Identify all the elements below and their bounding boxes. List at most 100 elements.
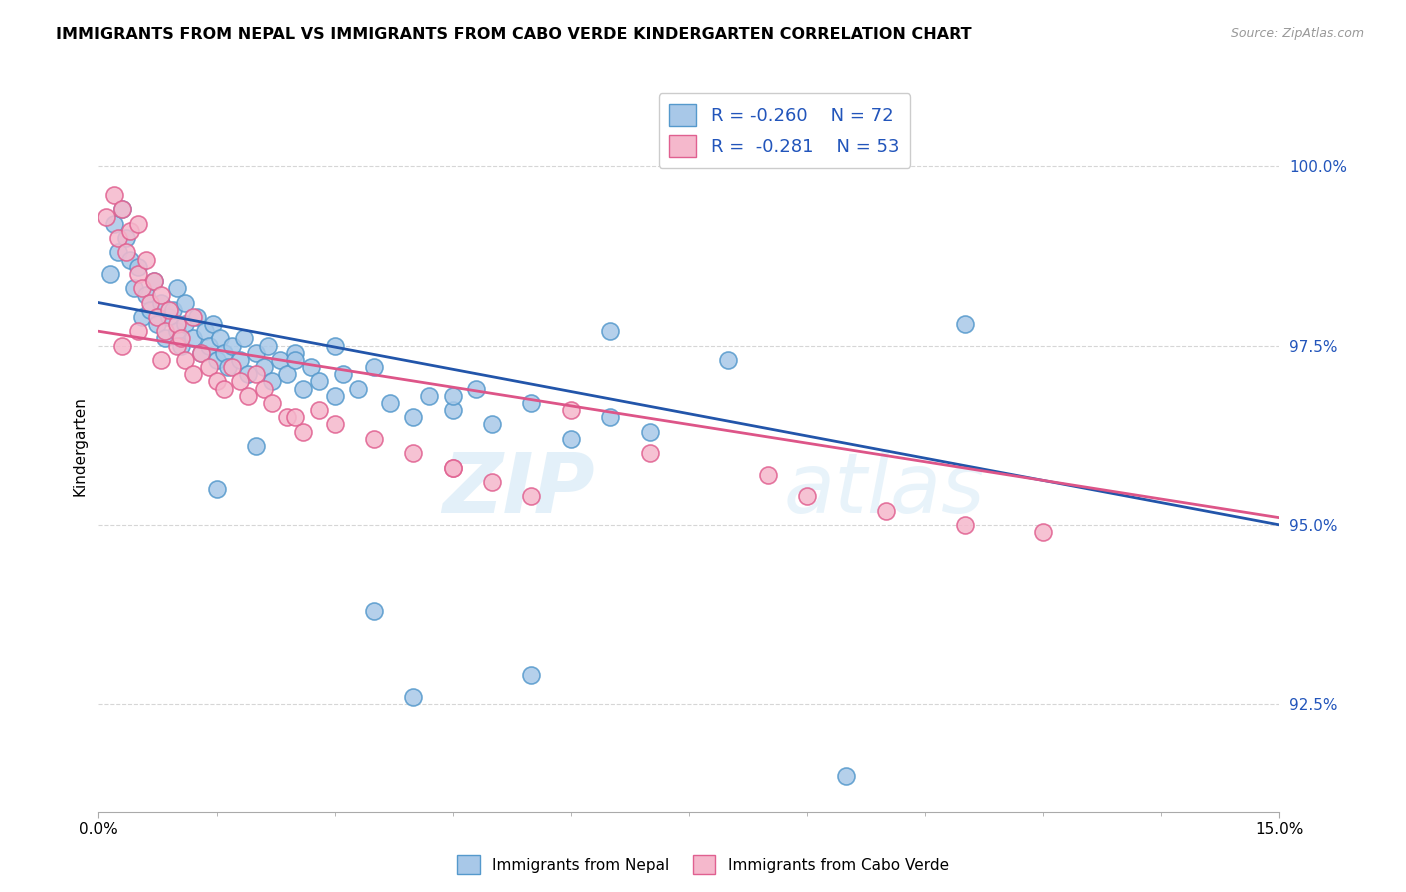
Point [229, 375, 252, 389]
Point [214, 345, 236, 359]
Point [323, 338, 346, 352]
Point [131, 310, 153, 324]
Point [190, 345, 212, 359]
Point [276, 410, 298, 425]
Point [323, 389, 346, 403]
Point [166, 281, 188, 295]
Point [96, 210, 118, 224]
Point [170, 338, 193, 352]
Point [221, 338, 243, 352]
Point [221, 360, 243, 375]
Point [146, 317, 169, 331]
Point [284, 410, 307, 425]
Point [308, 403, 330, 417]
Point [135, 288, 157, 302]
Point [170, 331, 193, 345]
Point [174, 317, 197, 331]
Point [181, 310, 204, 324]
Point [520, 668, 543, 682]
Point [103, 217, 125, 231]
Point [276, 368, 298, 382]
Point [260, 375, 283, 389]
Point [150, 353, 173, 368]
Point [402, 446, 425, 460]
Point [146, 310, 169, 324]
Point [299, 360, 322, 375]
Point [481, 417, 503, 432]
Text: ZIP: ZIP [441, 450, 595, 531]
Point [142, 274, 165, 288]
Legend: Immigrants from Nepal, Immigrants from Cabo Verde: Immigrants from Nepal, Immigrants from C… [451, 849, 955, 880]
Point [209, 331, 232, 345]
Point [138, 295, 160, 310]
Point [150, 288, 173, 302]
Point [155, 324, 177, 338]
Legend: R = -0.260    N = 72, R =  -0.281    N = 53: R = -0.260 N = 72, R = -0.281 N = 53 [658, 93, 910, 168]
Point [127, 217, 149, 231]
Point [166, 338, 188, 352]
Point [520, 396, 543, 410]
Point [166, 317, 188, 331]
Point [214, 382, 236, 396]
Point [402, 410, 425, 425]
Point [292, 382, 315, 396]
Point [402, 690, 425, 704]
Point [953, 517, 976, 532]
Point [363, 432, 385, 446]
Point [599, 324, 621, 338]
Point [155, 331, 177, 345]
Point [197, 360, 219, 375]
Point [118, 224, 141, 238]
Point [181, 368, 204, 382]
Point [953, 317, 976, 331]
Point [217, 360, 239, 375]
Point [253, 382, 276, 396]
Point [323, 417, 346, 432]
Point [186, 310, 208, 324]
Point [236, 368, 259, 382]
Point [756, 467, 779, 482]
Point [115, 231, 138, 245]
Point [253, 360, 276, 375]
Point [332, 368, 354, 382]
Point [835, 769, 858, 783]
Point [127, 267, 149, 281]
Point [205, 375, 228, 389]
Point [796, 489, 818, 503]
Y-axis label: Kindergarten: Kindergarten [72, 396, 87, 496]
Point [111, 338, 134, 352]
Point [233, 331, 256, 345]
Point [875, 503, 897, 517]
Point [441, 389, 464, 403]
Point [157, 302, 180, 317]
Point [122, 281, 145, 295]
Point [107, 245, 129, 260]
Point [194, 324, 217, 338]
Point [229, 353, 252, 368]
Point [111, 202, 134, 217]
Point [638, 446, 661, 460]
Point [269, 353, 291, 368]
Point [378, 396, 401, 410]
Point [127, 324, 149, 338]
Point [245, 345, 267, 359]
Point [162, 302, 184, 317]
Point [284, 353, 307, 368]
Point [245, 368, 267, 382]
Point [284, 345, 307, 359]
Point [118, 252, 141, 267]
Point [1032, 524, 1054, 539]
Point [245, 439, 267, 453]
Point [157, 310, 180, 324]
Point [363, 604, 385, 618]
Point [107, 231, 129, 245]
Point [127, 260, 149, 274]
Point [115, 245, 138, 260]
Point [135, 252, 157, 267]
Point [363, 360, 385, 375]
Point [308, 375, 330, 389]
Point [150, 295, 173, 310]
Point [441, 460, 464, 475]
Point [465, 382, 488, 396]
Point [201, 317, 224, 331]
